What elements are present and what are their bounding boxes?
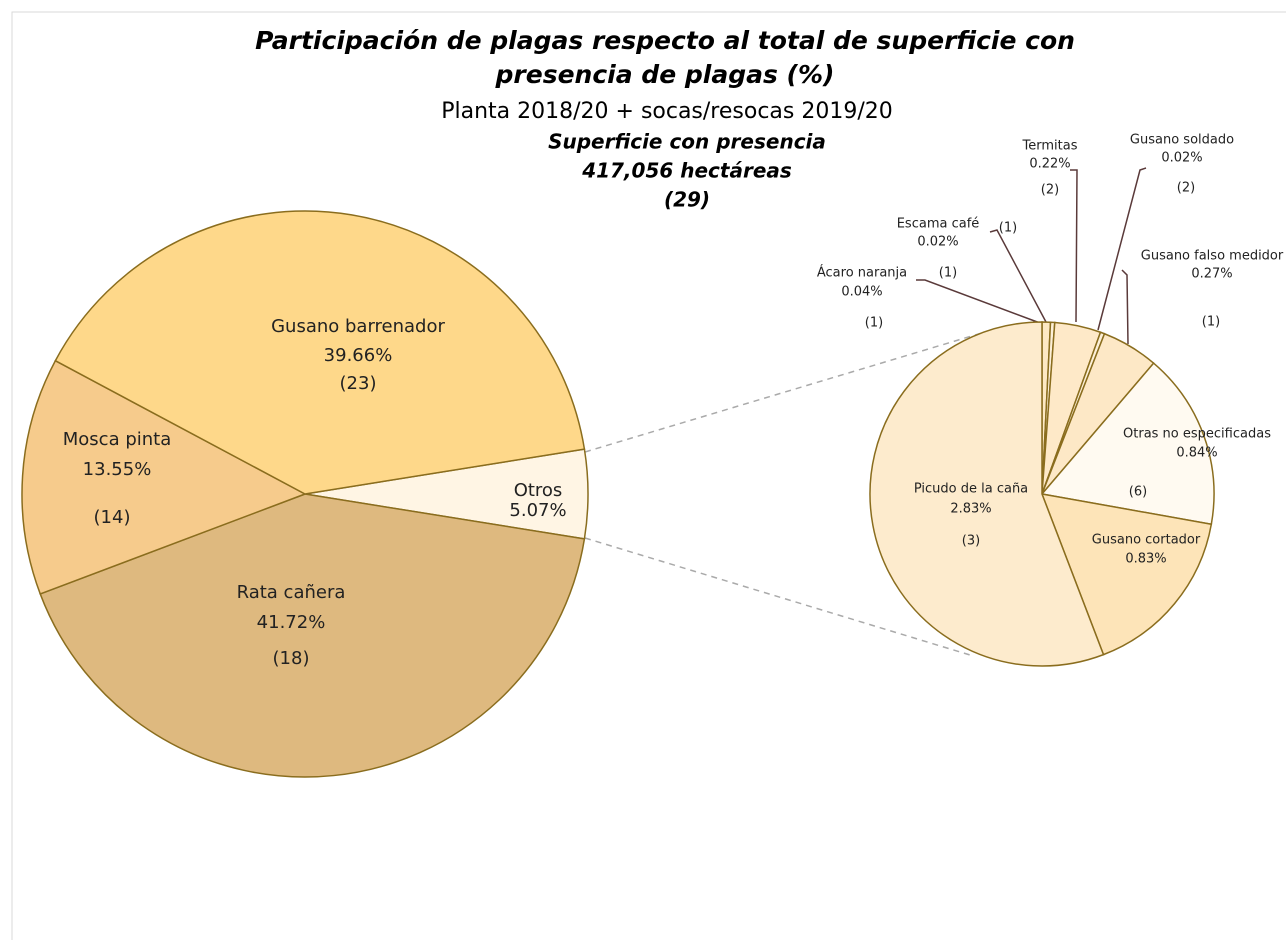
slice-label: Rata cañera bbox=[237, 582, 346, 603]
slice-count-label: (1) bbox=[999, 221, 1017, 236]
pie-slice bbox=[1040, 493, 1213, 656]
slice-count-label: (18) bbox=[273, 648, 310, 669]
slice-value-label: 0.04% bbox=[841, 285, 882, 300]
leader-line bbox=[1097, 167, 1147, 331]
connector bbox=[584, 537, 971, 656]
leader-line bbox=[1070, 169, 1078, 323]
slice-value-label: 0.02% bbox=[917, 235, 958, 250]
slice-value-label: 0.22% bbox=[1029, 157, 1070, 172]
connector bbox=[584, 331, 986, 453]
pie-slice bbox=[54, 210, 586, 495]
slice-label: Otras no especificadas bbox=[1123, 427, 1271, 442]
slice-count-label: (2) bbox=[1177, 181, 1195, 196]
slice-value-label: 39.66% bbox=[324, 345, 393, 366]
pie-slice bbox=[39, 493, 586, 778]
slice-value-label: 0.27% bbox=[1191, 267, 1232, 282]
slice-value-label: 0.02% bbox=[1161, 151, 1202, 166]
slice-value-label: 5.07% bbox=[509, 500, 566, 521]
slice-value-label: 2.83% bbox=[950, 502, 991, 517]
frame bbox=[11, 11, 1286, 940]
annotation: 417,056 hectáreas bbox=[581, 159, 792, 183]
subtitle: Planta 2018/20 + socas/resocas 2019/20 bbox=[441, 99, 893, 124]
slice-count-label: (1) bbox=[939, 266, 957, 281]
slice-count-label: (6) bbox=[1129, 485, 1147, 500]
slice-label: Gusano cortador bbox=[1092, 533, 1201, 548]
annotation: (29) bbox=[664, 188, 710, 212]
slice-count-label: (3) bbox=[962, 534, 980, 549]
slice-label: Termitas bbox=[1022, 139, 1078, 154]
slice-count-label: (1) bbox=[1202, 315, 1220, 330]
annotation: Superficie con presencia bbox=[548, 130, 826, 154]
leader-line bbox=[1121, 269, 1129, 345]
slice-label: Escama café bbox=[897, 217, 980, 232]
slice-label: Otros bbox=[514, 480, 563, 501]
pie-slice bbox=[1040, 362, 1215, 526]
slice-count-label: (2) bbox=[1041, 183, 1059, 198]
slice-count-label: (1) bbox=[865, 316, 883, 331]
pie-slice bbox=[21, 359, 307, 595]
slice-label: Picudo de la caña bbox=[914, 482, 1028, 497]
slice-label: Gusano barrenador bbox=[271, 316, 445, 337]
leader-line bbox=[916, 279, 1041, 324]
slice-value-label: 0.84% bbox=[1176, 446, 1217, 461]
slice-label: Gusano soldado bbox=[1130, 133, 1234, 148]
slice-count-label: (23) bbox=[340, 373, 377, 394]
slice-value-label: 13.55% bbox=[83, 459, 152, 480]
chart-title: presencia de plagas (%) bbox=[495, 60, 835, 89]
leader-line bbox=[989, 229, 1047, 323]
slice-count-label: (14) bbox=[94, 507, 131, 528]
slice-value-label: 0.83% bbox=[1125, 552, 1166, 567]
slice-value-label: 41.72% bbox=[257, 612, 326, 633]
slice-label: Gusano falso medidor bbox=[1141, 249, 1284, 264]
slice-label: Ácaro naranja bbox=[817, 265, 907, 281]
pie-slice bbox=[869, 321, 1105, 667]
slice-label: Mosca pinta bbox=[63, 429, 172, 450]
chart-title: Participación de plagas respecto al tota… bbox=[255, 26, 1075, 55]
